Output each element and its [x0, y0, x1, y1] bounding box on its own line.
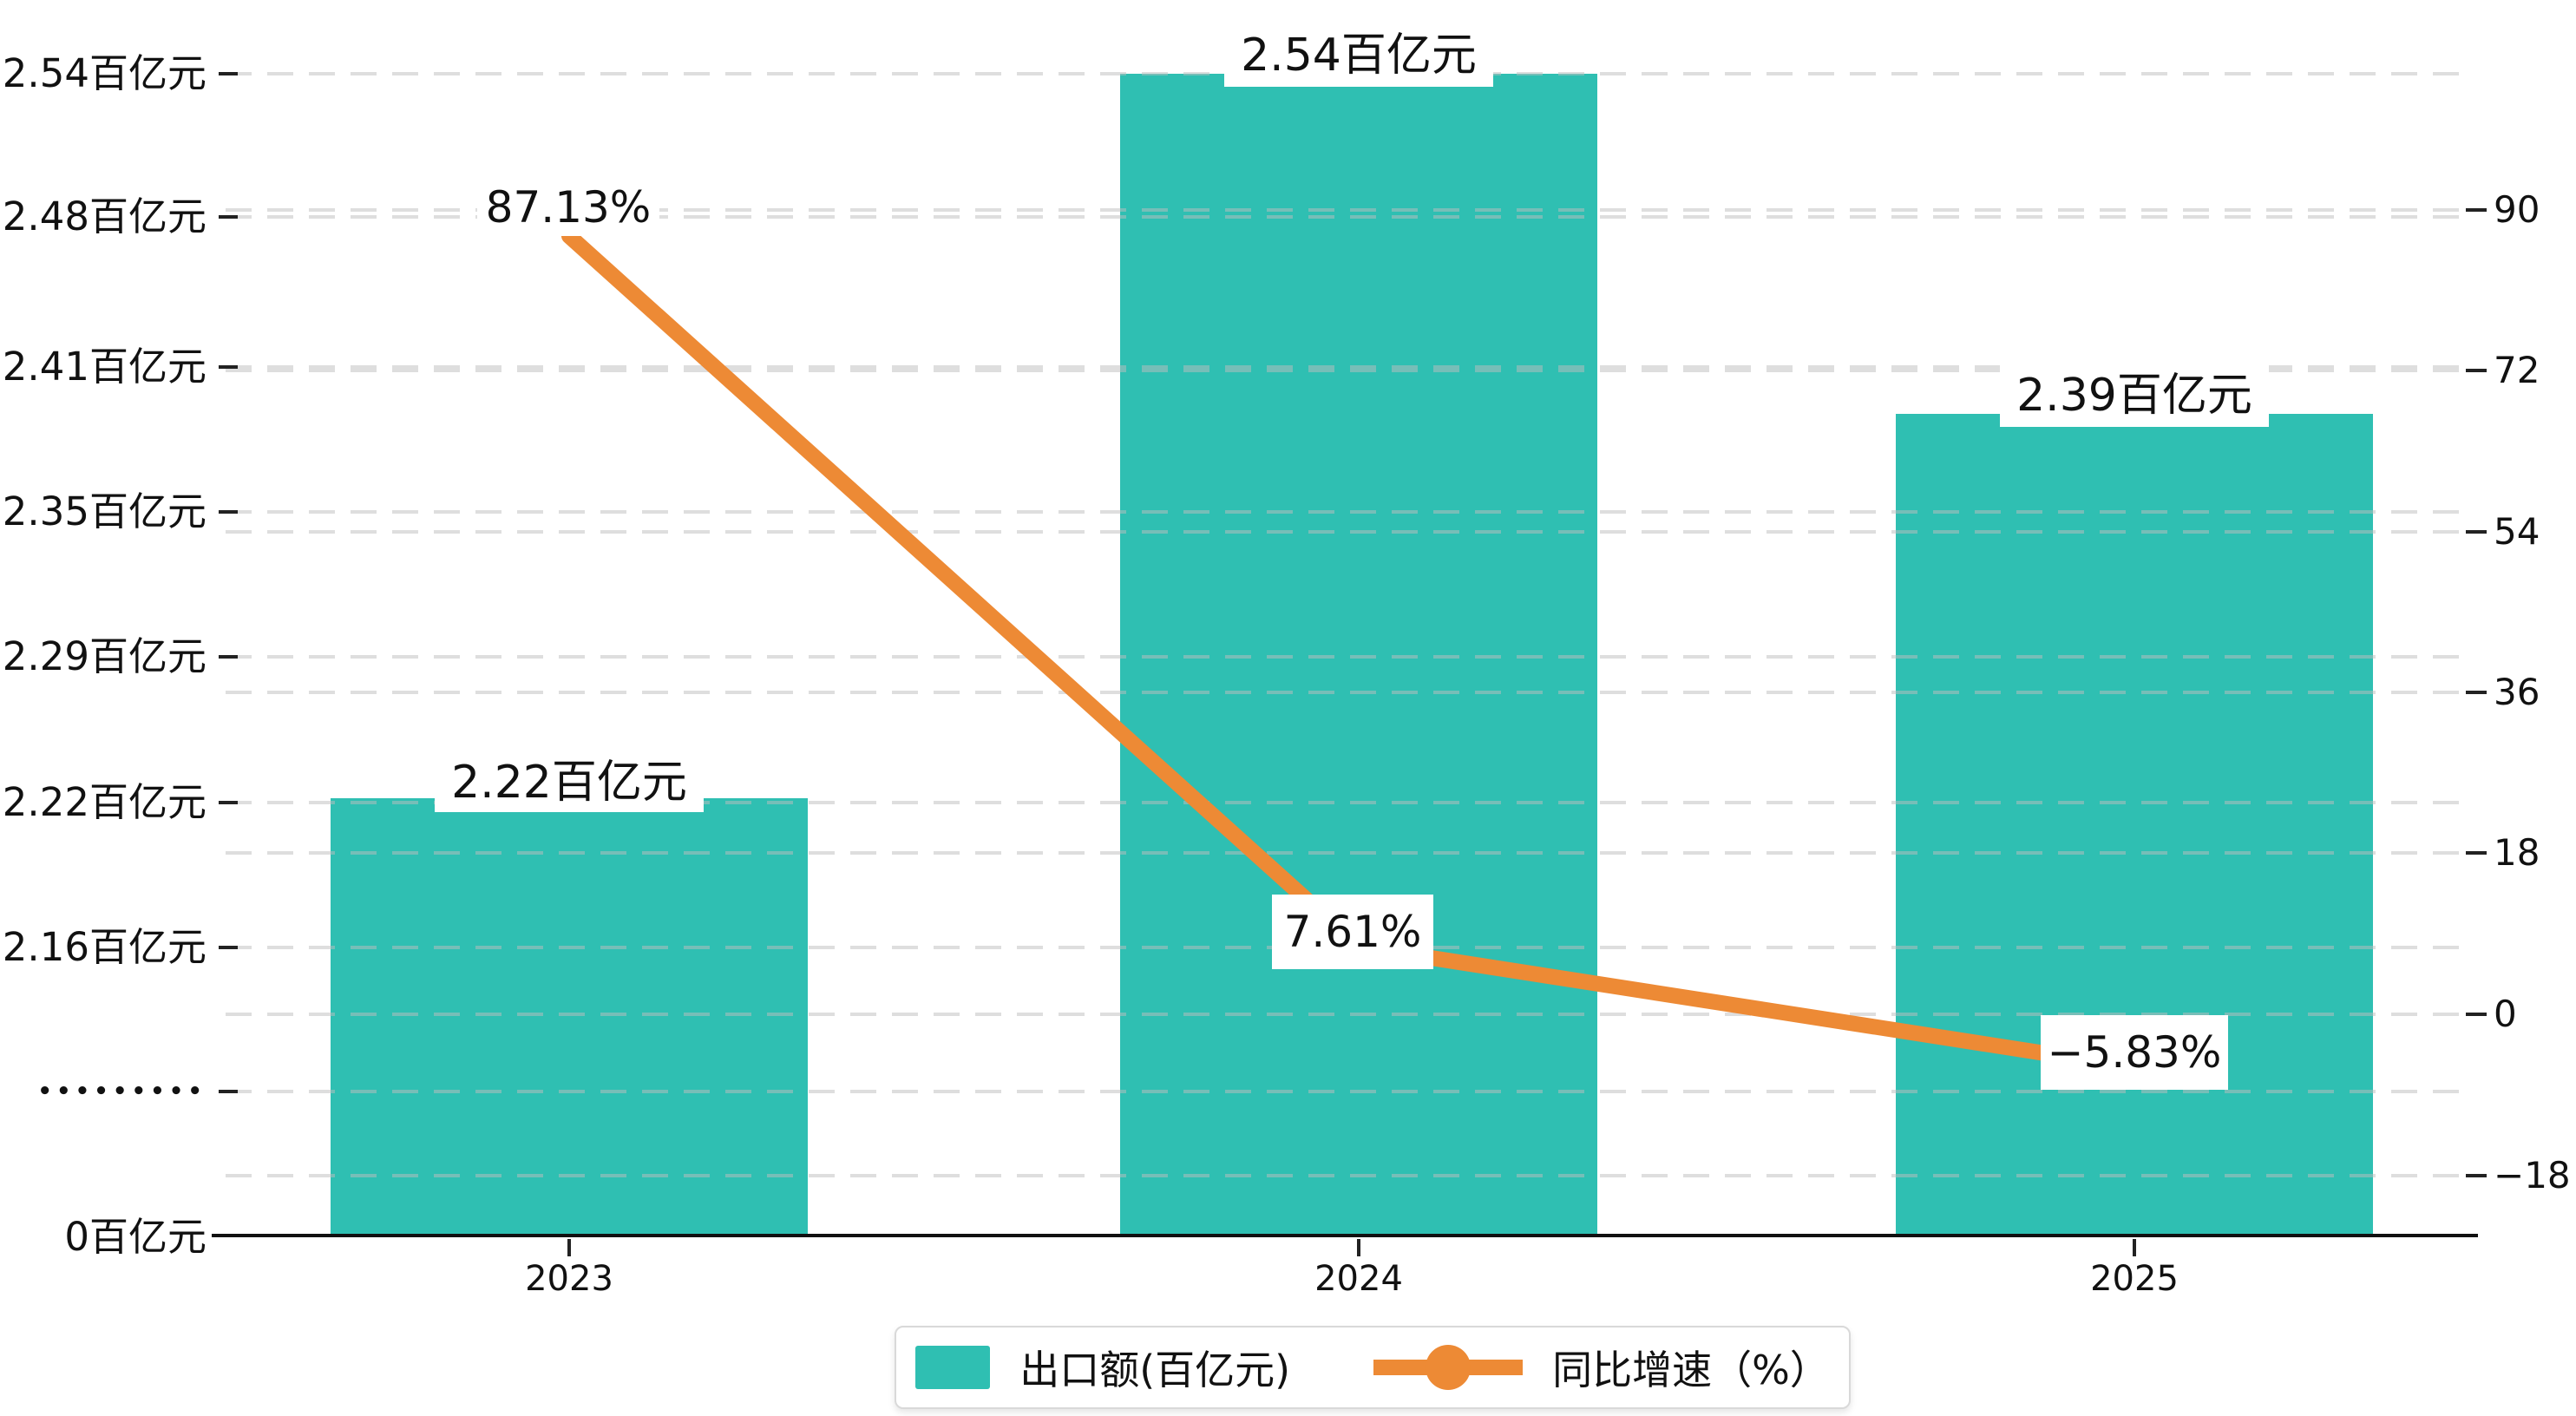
left-axis-break-dots: •••••••••	[37, 1078, 206, 1105]
right-axis-label-0: 0	[2494, 993, 2517, 1035]
left-axis-label-2.16: 2.16百亿元	[2, 924, 206, 970]
gridline-left-2.41	[226, 365, 2464, 369]
x-tick-label-2025: 2025	[2090, 1259, 2179, 1299]
legend-item-export-value: 出口额(百亿元)	[915, 1339, 1290, 1396]
x-axis-line	[212, 1234, 2478, 1237]
gridline-right-0	[226, 1013, 2464, 1016]
bar-series-swatch-icon	[915, 1346, 991, 1389]
left-axis-label-2.54: 2.54百亿元	[2, 50, 206, 96]
gridline-right-18	[226, 851, 2464, 855]
line-marker-dot	[1426, 1345, 1472, 1390]
left-axis-label-2.41: 2.41百亿元	[2, 344, 206, 390]
right-tick-0	[2466, 1013, 2487, 1016]
gridline-right-54	[226, 530, 2464, 534]
gridline-right-90	[226, 208, 2464, 212]
x-tick-2025	[2133, 1239, 2136, 1256]
bar-value-label-2025: 2.39百亿元	[2000, 354, 2269, 427]
left-tick-2.35	[219, 510, 238, 514]
x-tick-2024	[1357, 1239, 1360, 1256]
right-axis-label-72: 72	[2494, 349, 2540, 391]
line-series-marker-icon	[1373, 1343, 1524, 1392]
line-value-label-2024: 7.61%	[1272, 895, 1433, 969]
x-tick-2023	[567, 1239, 571, 1256]
bar-2024	[1120, 74, 1597, 1236]
right-axis-label-90: 90	[2494, 188, 2540, 231]
gridline-left-2.48	[226, 215, 2464, 219]
right-axis-label-18: 18	[2494, 831, 2540, 874]
left-tick-2.41	[219, 365, 238, 369]
bar-value-label-2024: 2.54百亿元	[1224, 14, 1493, 87]
legend-item-growth-rate: 同比增速（%）	[1373, 1339, 1830, 1396]
bar-value-label-2023: 2.22百亿元	[435, 743, 704, 812]
legend-label-export-value: 出口额(百亿元)	[1019, 1347, 1291, 1393]
line-value-label-2025: −5.83%	[2041, 1015, 2228, 1090]
line-value-label-2023: 87.13%	[477, 179, 659, 236]
bar-2023	[331, 798, 808, 1236]
left-axis-label-2.35: 2.35百亿元	[2, 488, 206, 534]
left-axis-label-2.29: 2.29百亿元	[2, 633, 206, 679]
gridline-left-break	[226, 1090, 2464, 1093]
left-tick-2.22	[219, 801, 238, 804]
right-axis-label-36: 36	[2494, 671, 2540, 713]
right-tick-54	[2466, 530, 2487, 534]
legend-label-growth-rate: 同比增速（%）	[1552, 1347, 1830, 1393]
left-tick-2.48	[219, 215, 238, 219]
left-axis-label-0: 0百亿元	[64, 1214, 206, 1260]
right-tick-72	[2466, 369, 2487, 372]
right-axis-label-neg18: −18	[2494, 1154, 2571, 1196]
x-tick-label-2024: 2024	[1314, 1259, 1403, 1299]
right-axis-label-54: 54	[2494, 510, 2540, 553]
gridline-left-2.22	[226, 801, 2464, 804]
bar-2025	[1896, 414, 2373, 1236]
left-tick-2.16	[219, 946, 238, 949]
left-tick-2.29	[219, 655, 238, 659]
left-axis-label-2.48: 2.48百亿元	[2, 193, 206, 239]
left-tick-2.54	[219, 72, 238, 75]
right-tick-neg18	[2466, 1174, 2487, 1177]
gridline-right-72	[226, 369, 2464, 372]
right-tick-18	[2466, 851, 2487, 855]
left-axis-label-2.22: 2.22百亿元	[2, 779, 206, 825]
gridline-right-neg18	[226, 1174, 2464, 1177]
gridline-left-2.35	[226, 510, 2464, 514]
gridline-left-2.29	[226, 655, 2464, 659]
right-tick-90	[2466, 208, 2487, 212]
right-tick-36	[2466, 691, 2487, 694]
gridline-right-36	[226, 691, 2464, 694]
left-tick-break	[219, 1090, 238, 1093]
legend: 出口额(百亿元) 同比增速（%）	[895, 1326, 1851, 1409]
x-tick-label-2023: 2023	[525, 1259, 613, 1299]
